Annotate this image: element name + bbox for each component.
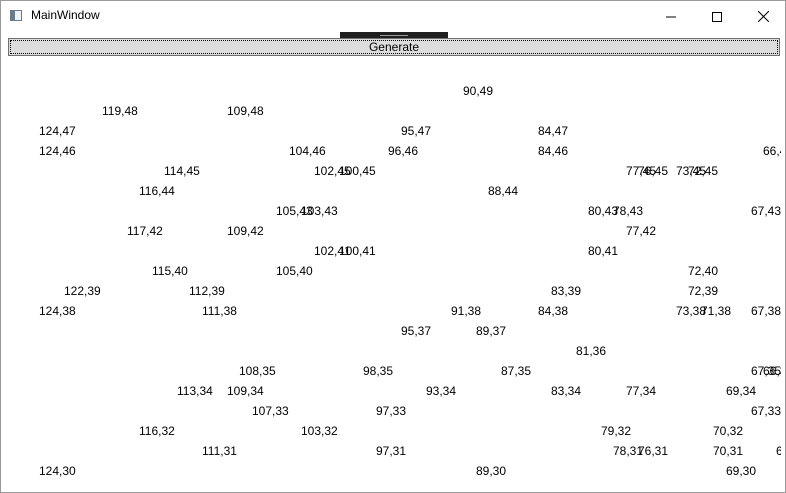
coordinate-label: 76,45 (638, 164, 669, 178)
coordinate-label: 89,37 (476, 324, 507, 338)
coordinate-label: 89,30 (476, 464, 507, 478)
coordinate-label: 97,31 (376, 444, 407, 458)
grip-line (380, 35, 408, 36)
coordinate-label: 113,34 (177, 384, 213, 398)
coordinate-label: 80,41 (588, 244, 619, 258)
coordinate-label: 78,43 (613, 204, 644, 218)
coordinate-label: 102,41 (314, 244, 351, 258)
coordinate-label: 73,38 (676, 304, 707, 318)
coordinate-label: 83,34 (551, 384, 582, 398)
close-icon (757, 11, 769, 22)
coordinate-label: 87,35 (501, 364, 532, 378)
coordinate-label: 102,45 (314, 164, 351, 178)
coordinate-label: 84,38 (538, 304, 569, 318)
generate-button[interactable]: Generate (8, 38, 780, 56)
minimize-button[interactable] (648, 1, 694, 32)
window-title: MainWindow (31, 8, 100, 22)
coordinate-label: 109,48 (227, 104, 264, 118)
coordinate-label: 77,34 (626, 384, 657, 398)
coordinate-label: 111,31 (202, 444, 237, 458)
coordinate-label: 66,46 (763, 144, 781, 158)
coordinate-label: 115,40 (152, 264, 188, 278)
coordinate-label: 124,38 (39, 304, 76, 318)
coordinate-label: 67,33 (751, 404, 781, 418)
coordinate-label: 105,40 (276, 264, 313, 278)
coordinate-label: 124,47 (39, 124, 76, 138)
coordinate-label: 97,33 (376, 404, 407, 418)
coordinate-label: 69,30 (726, 464, 757, 478)
coordinate-label: 95,37 (401, 324, 432, 338)
coordinate-label: 108,35 (239, 364, 276, 378)
coordinate-label: 100,41 (339, 244, 376, 258)
coordinate-label: 69,34 (726, 384, 757, 398)
coordinate-label: 116,44 (139, 184, 175, 198)
coordinate-label: 124,30 (39, 464, 76, 478)
coordinate-label: 122,39 (64, 284, 101, 298)
coordinate-label: 72,40 (688, 264, 719, 278)
coordinate-label: 66,35 (763, 364, 781, 378)
close-button[interactable] (740, 1, 785, 32)
label-canvas: 90,49 119,48 109,48 124,47 95,47 84,47 124,46 1… (7, 57, 781, 492)
coordinate-label: 96,46 (388, 144, 419, 158)
coordinate-label: 116,32 (139, 424, 175, 438)
coordinate-label: 79,32 (601, 424, 632, 438)
coordinate-label: 83,39 (551, 284, 582, 298)
coordinate-label: 67,35 (751, 364, 781, 378)
coordinate-label: 70,32 (713, 424, 744, 438)
coordinate-label: 65,31 (776, 444, 781, 458)
coordinate-label: 117,42 (127, 224, 163, 238)
coordinate-label: 111,38 (202, 304, 237, 318)
coordinate-label: 72,45 (688, 164, 719, 178)
coordinate-label: 109,34 (227, 384, 264, 398)
coordinate-label: 84,46 (538, 144, 569, 158)
coordinate-label: 70,31 (713, 444, 744, 458)
coordinate-label: 84,47 (538, 124, 569, 138)
coordinate-label: 81,36 (576, 344, 607, 358)
title-bar[interactable]: MainWindow (1, 1, 785, 32)
app-icon (10, 10, 22, 21)
coordinate-label: 90,49 (463, 84, 494, 98)
maximize-icon (712, 11, 722, 22)
coordinate-label: 105,43 (276, 204, 313, 218)
coordinate-label: 67,38 (751, 304, 781, 318)
coordinate-label: 100,45 (339, 164, 376, 178)
coordinate-label: 72,39 (688, 284, 719, 298)
coordinate-label: 119,48 (102, 104, 138, 118)
coordinate-label: 67,43 (751, 204, 781, 218)
coordinate-label: 124,46 (39, 144, 76, 158)
coordinate-label: 103,32 (301, 424, 338, 438)
coordinate-label: 88,44 (488, 184, 519, 198)
coordinate-label: 109,42 (227, 224, 264, 238)
coordinate-label: 112,39 (189, 284, 225, 298)
coordinate-label: 103,43 (301, 204, 338, 218)
coordinate-label: 91,38 (451, 304, 482, 318)
coordinate-label: 71,38 (701, 304, 732, 318)
coordinate-label: 95,47 (401, 124, 432, 138)
coordinate-label: 93,34 (426, 384, 457, 398)
minimize-icon (666, 12, 676, 22)
coordinate-label: 77,42 (626, 224, 657, 238)
coordinate-label: 73,45 (676, 164, 707, 178)
coordinate-label: 114,45 (164, 164, 200, 178)
maximize-button[interactable] (694, 1, 740, 32)
coordinate-label: 77,45 (626, 164, 657, 178)
coordinate-label: 98,35 (363, 364, 394, 378)
coordinate-label: 104,46 (289, 144, 326, 158)
coordinate-label: 76,31 (638, 444, 669, 458)
coordinate-label: 78,31 (613, 444, 644, 458)
coordinate-label: 80,43 (588, 204, 619, 218)
coordinate-label: 107,33 (252, 404, 289, 418)
